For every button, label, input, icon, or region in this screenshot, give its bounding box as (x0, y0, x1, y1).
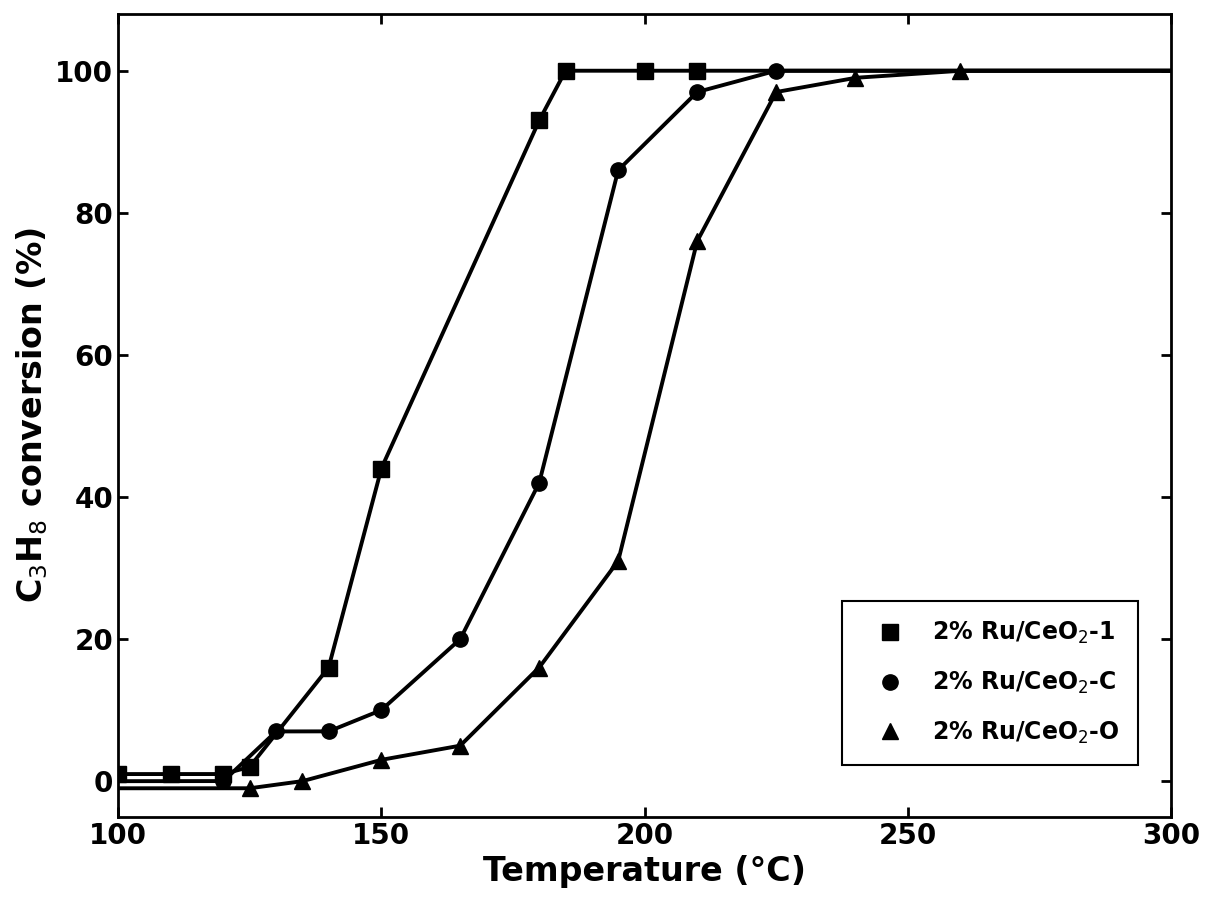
2% Ru/CeO$_2$-C (690, 87, 704, 97)
2% Ru/CeO$_2$-O (847, 72, 862, 83)
2% Ru/CeO$_2$-C (322, 726, 336, 737)
2% Ru/CeO$_2$-1 (637, 65, 652, 76)
2% Ru/CeO$_2$-O (374, 754, 388, 765)
2% Ru/CeO$_2$-O (768, 87, 783, 97)
2% Ru/CeO$_2$-C (768, 65, 783, 76)
2% Ru/CeO$_2$-C (216, 776, 231, 787)
Legend: 2% Ru/CeO$_2$-1, 2% Ru/CeO$_2$-C, 2% Ru/CeO$_2$-O: 2% Ru/CeO$_2$-1, 2% Ru/CeO$_2$-C, 2% Ru/… (843, 601, 1139, 765)
2% Ru/CeO$_2$-C (453, 634, 467, 645)
2% Ru/CeO$_2$-C (532, 477, 546, 488)
Line: 2% Ru/CeO$_2$-C: 2% Ru/CeO$_2$-C (216, 63, 784, 789)
Line: 2% Ru/CeO$_2$-O: 2% Ru/CeO$_2$-O (242, 63, 968, 796)
2% Ru/CeO$_2$-O (611, 556, 625, 566)
2% Ru/CeO$_2$-O (453, 741, 467, 751)
2% Ru/CeO$_2$-O (243, 783, 257, 794)
2% Ru/CeO$_2$-1 (558, 65, 573, 76)
2% Ru/CeO$_2$-1 (532, 115, 546, 126)
2% Ru/CeO$_2$-O (295, 776, 310, 787)
2% Ru/CeO$_2$-O (953, 65, 968, 76)
2% Ru/CeO$_2$-C (611, 165, 625, 176)
2% Ru/CeO$_2$-O (690, 235, 704, 246)
Line: 2% Ru/CeO$_2$-1: 2% Ru/CeO$_2$-1 (110, 63, 705, 782)
2% Ru/CeO$_2$-1 (690, 65, 704, 76)
2% Ru/CeO$_2$-O (532, 662, 546, 673)
2% Ru/CeO$_2$-C (268, 726, 283, 737)
2% Ru/CeO$_2$-1 (164, 769, 178, 779)
2% Ru/CeO$_2$-1 (322, 662, 336, 673)
Y-axis label: C$_3$H$_8$ conversion (%): C$_3$H$_8$ conversion (%) (13, 227, 50, 603)
X-axis label: Temperature (°C): Temperature (°C) (483, 855, 806, 888)
2% Ru/CeO$_2$-1 (243, 761, 257, 772)
2% Ru/CeO$_2$-1 (110, 769, 125, 779)
2% Ru/CeO$_2$-C (374, 704, 388, 715)
2% Ru/CeO$_2$-1 (216, 769, 231, 779)
2% Ru/CeO$_2$-1 (374, 463, 388, 474)
